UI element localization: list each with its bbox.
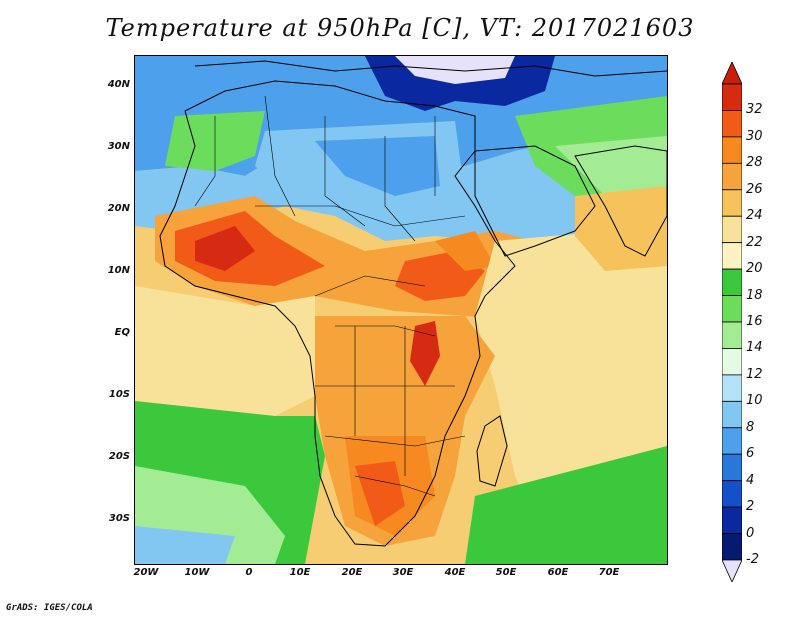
color-scale-box	[722, 189, 742, 217]
grads-credit: GrADS: IGES/COLA	[6, 603, 93, 613]
south-indian-green-field	[465, 446, 667, 564]
lon-label-60e: 60E	[547, 567, 569, 578]
color-scale-box	[722, 215, 742, 244]
lon-label-50e: 50E	[495, 567, 517, 578]
color-scale-label: 24	[746, 208, 763, 224]
lon-label-10e: 10E	[289, 567, 311, 578]
color-scale-box	[722, 268, 742, 296]
color-scale-label: -2	[746, 552, 759, 567]
color-scale-label: 22	[746, 234, 763, 250]
color-scale-box	[722, 321, 742, 349]
color-scale-box	[722, 480, 742, 508]
lon-label-10w: 10W	[184, 567, 210, 578]
color-scale-label: 14	[746, 340, 763, 356]
madagascar-coastline	[476, 415, 508, 487]
lon-label-20e: 20E	[341, 567, 363, 578]
lon-label-40e: 40E	[444, 567, 466, 578]
lat-label-10s: 10S	[108, 389, 130, 400]
color-scale-label: 12	[746, 366, 763, 382]
color-scale-label: 26	[746, 181, 763, 197]
lat-label-20n: 20N	[107, 203, 130, 214]
color-scale-bottom-arrow	[722, 559, 742, 582]
color-scale-label: 0	[746, 525, 755, 541]
color-scale-label: 32	[746, 102, 763, 118]
color-scale-bar	[722, 62, 742, 582]
color-scale-label: 30	[746, 128, 763, 144]
africa-coastline	[159, 80, 516, 547]
lon-label-20w: 20W	[133, 567, 159, 578]
india-warm-field	[575, 186, 667, 271]
color-scale-label: 2	[746, 499, 755, 515]
arabia-coastline	[474, 145, 596, 257]
color-scale-box	[722, 295, 742, 323]
color-scale-box	[722, 83, 742, 111]
color-scale-top-arrow	[722, 62, 742, 85]
color-scale-label: 4	[746, 472, 755, 488]
lon-label-0: 0	[245, 567, 253, 578]
europe-coastline	[194, 60, 667, 77]
lat-label-30s: 30S	[108, 513, 130, 524]
color-scale-box	[722, 427, 742, 455]
middle-east-light-field	[555, 136, 667, 206]
great-lakes-hot-field	[410, 321, 440, 386]
south-atlantic-cool-field	[135, 526, 235, 564]
lat-label-eq: EQ	[114, 327, 130, 338]
map-title: Temperature at 950hPa [C], VT: 201702160…	[105, 14, 695, 42]
horn-warm-field	[435, 231, 495, 271]
temperature-map	[134, 55, 668, 565]
color-scale-label: 28	[746, 155, 763, 171]
color-scale-box	[722, 242, 742, 270]
india-coastline	[574, 145, 667, 257]
color-scale-box	[722, 110, 742, 138]
lon-label-30e: 30E	[392, 567, 414, 578]
color-scale-label: 20	[746, 261, 763, 277]
lon-label-70e: 70E	[598, 567, 620, 578]
color-scale-label: 6	[746, 446, 755, 462]
lat-label-10n: 10N	[107, 265, 130, 276]
color-scale-box	[722, 348, 742, 376]
color-scale-label: 18	[746, 287, 763, 303]
atlantic-warm-field	[135, 286, 315, 416]
color-scale-box	[722, 453, 742, 482]
color-scale-box	[722, 533, 742, 561]
color-scale-label: 8	[746, 419, 755, 435]
color-scale-box	[722, 400, 742, 429]
map-canvas	[135, 56, 667, 564]
lat-label-30n: 30N	[107, 141, 130, 152]
color-scale-box	[722, 136, 742, 164]
color-scale-box	[722, 162, 742, 191]
country-borders	[194, 95, 466, 497]
color-scale-box	[722, 374, 742, 402]
lat-label-20s: 20S	[108, 451, 130, 462]
color-scale-label: 16	[746, 314, 763, 329]
lat-label-40n: 40N	[107, 79, 130, 90]
color-scale-label: 10	[746, 393, 763, 409]
west-africa-hottest-field	[195, 226, 255, 271]
sahara-cooler-field	[315, 136, 440, 196]
kalahari-hot-field	[355, 461, 405, 526]
color-scale-box	[722, 506, 742, 534]
